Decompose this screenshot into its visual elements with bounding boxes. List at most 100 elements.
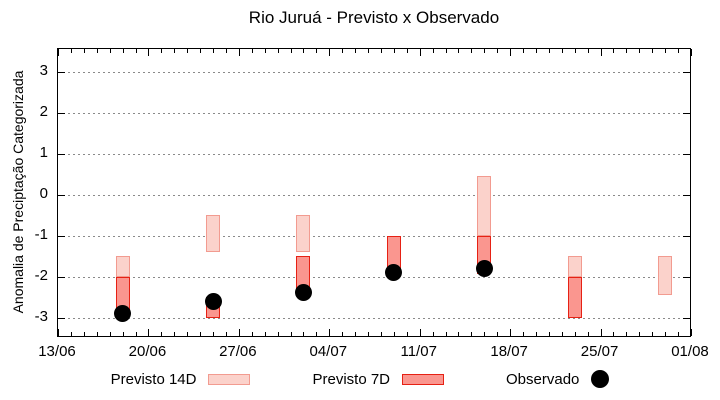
x-minor-tick bbox=[587, 332, 589, 336]
x-minor-tick bbox=[678, 332, 680, 336]
x-minor-tick bbox=[380, 49, 382, 53]
legend-dot-observado bbox=[591, 370, 610, 388]
x-major-tick bbox=[691, 329, 692, 336]
x-minor-tick bbox=[83, 49, 85, 53]
legend-item: Previsto 7D bbox=[312, 370, 445, 388]
x-minor-tick bbox=[213, 49, 215, 53]
x-major-tick bbox=[600, 329, 602, 336]
y-tick-label: 1 bbox=[39, 143, 48, 161]
y-tick bbox=[683, 235, 690, 237]
x-minor-tick bbox=[484, 332, 486, 336]
bar-previsto-14d bbox=[477, 176, 492, 236]
x-minor-tick bbox=[497, 332, 499, 336]
x-minor-tick bbox=[665, 332, 667, 336]
x-major-tick bbox=[148, 329, 150, 336]
legend-label: Previsto 7D bbox=[312, 370, 391, 388]
x-minor-tick bbox=[432, 49, 434, 53]
x-minor-tick bbox=[587, 49, 589, 53]
y-tick-label: -1 bbox=[34, 225, 48, 243]
bar-previsto-7d bbox=[567, 276, 582, 318]
x-minor-tick bbox=[561, 332, 563, 336]
x-tick-label: 11/07 bbox=[400, 343, 437, 360]
x-minor-tick bbox=[96, 49, 98, 53]
x-minor-tick bbox=[535, 49, 537, 53]
x-major-tick bbox=[58, 329, 59, 336]
x-minor-tick bbox=[484, 49, 486, 53]
gridline bbox=[58, 235, 690, 237]
bar-previsto-14d bbox=[658, 256, 673, 295]
x-minor-tick bbox=[96, 332, 98, 336]
x-minor-tick bbox=[109, 332, 111, 336]
x-minor-tick bbox=[574, 49, 576, 53]
x-minor-tick bbox=[174, 332, 176, 336]
x-minor-tick bbox=[225, 49, 227, 53]
x-minor-tick bbox=[277, 49, 279, 53]
x-minor-tick bbox=[574, 332, 576, 336]
y-tick-label: -2 bbox=[34, 266, 48, 284]
x-minor-tick bbox=[135, 49, 137, 53]
x-minor-tick bbox=[613, 49, 615, 53]
y-tick bbox=[58, 153, 65, 155]
x-tick-label: 04/07 bbox=[309, 343, 348, 360]
legend-label: Previsto 14D bbox=[110, 370, 197, 388]
x-tick-label: 18/07 bbox=[490, 343, 528, 360]
x-minor-tick bbox=[652, 332, 654, 336]
x-minor-tick bbox=[458, 332, 460, 336]
y-tick bbox=[683, 112, 690, 114]
x-minor-tick bbox=[652, 49, 654, 53]
x-minor-tick bbox=[471, 332, 473, 336]
x-major-tick bbox=[510, 329, 512, 336]
legend: Previsto 14D Previsto 7D Observado bbox=[0, 366, 720, 392]
x-major-tick bbox=[238, 329, 240, 336]
y-tick bbox=[683, 194, 690, 196]
x-minor-tick bbox=[316, 49, 318, 53]
y-tick bbox=[58, 317, 65, 319]
x-minor-tick bbox=[626, 49, 628, 53]
y-tick bbox=[58, 235, 65, 237]
x-minor-tick bbox=[523, 49, 525, 53]
x-minor-tick bbox=[290, 332, 292, 336]
x-minor-tick bbox=[70, 49, 72, 53]
x-major-tick bbox=[329, 329, 331, 336]
observado-dot bbox=[385, 263, 403, 281]
x-minor-tick bbox=[264, 332, 266, 336]
x-minor-tick bbox=[122, 332, 124, 336]
x-tick-label: 13/06 bbox=[38, 343, 76, 360]
x-minor-tick bbox=[213, 332, 215, 336]
x-minor-tick bbox=[432, 332, 434, 336]
legend-item: Previsto 14D bbox=[111, 371, 251, 388]
x-minor-tick bbox=[342, 49, 344, 53]
x-minor-tick bbox=[548, 332, 550, 336]
y-tick bbox=[683, 153, 690, 155]
x-minor-tick bbox=[458, 49, 460, 53]
x-minor-tick bbox=[277, 332, 279, 336]
x-major-tick bbox=[419, 329, 421, 336]
x-tick-label: 20/06 bbox=[128, 343, 167, 360]
y-tick bbox=[683, 276, 690, 278]
plot-area bbox=[57, 48, 692, 337]
x-minor-tick bbox=[561, 49, 563, 53]
observado-dot bbox=[114, 304, 132, 322]
gridline bbox=[58, 153, 690, 155]
x-major-tick bbox=[510, 49, 512, 56]
y-tick bbox=[58, 71, 65, 73]
y-tick-label: -3 bbox=[34, 307, 48, 325]
x-minor-tick bbox=[161, 332, 163, 336]
y-tick bbox=[683, 317, 690, 319]
x-minor-tick bbox=[380, 332, 382, 336]
x-minor-tick bbox=[135, 332, 137, 336]
legend-item: Observado bbox=[506, 370, 610, 388]
x-minor-tick bbox=[200, 49, 202, 53]
x-minor-tick bbox=[122, 49, 124, 53]
x-minor-tick bbox=[445, 332, 447, 336]
y-tick-label: 2 bbox=[39, 102, 48, 120]
x-minor-tick bbox=[445, 49, 447, 53]
x-minor-tick bbox=[303, 332, 305, 336]
x-minor-tick bbox=[161, 49, 163, 53]
y-tick bbox=[58, 276, 65, 278]
gridline bbox=[58, 276, 690, 278]
y-tick-label: 3 bbox=[39, 61, 48, 79]
x-minor-tick bbox=[225, 332, 227, 336]
chart-title: Rio Juruá - Previsto x Observado bbox=[248, 8, 500, 27]
